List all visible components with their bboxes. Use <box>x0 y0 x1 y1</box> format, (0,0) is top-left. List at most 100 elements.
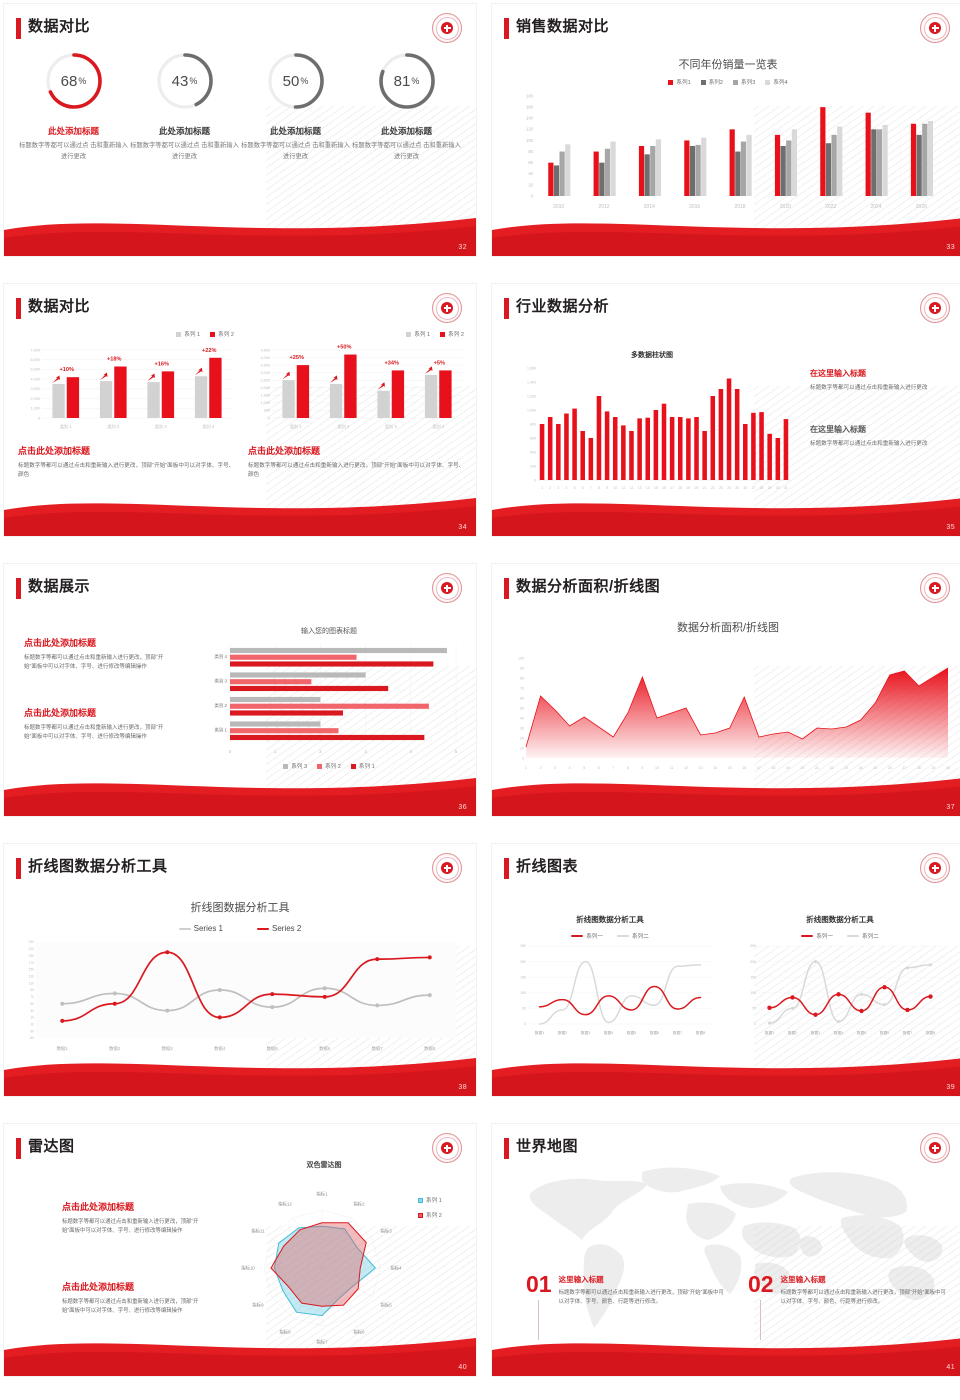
svg-text:12: 12 <box>630 486 634 490</box>
chart-legend: 系列 1 系列 2 <box>124 330 234 338</box>
company-seal-logo <box>432 13 462 43</box>
sidebar-body: 标题数字等都可以通过点击和重新输入进行更改 <box>810 441 928 447</box>
svg-text:20: 20 <box>695 486 699 490</box>
svg-text:150: 150 <box>520 975 526 979</box>
svg-text:1: 1 <box>274 749 277 754</box>
svg-text:100: 100 <box>750 991 756 995</box>
donut-description: 标题数字等都可以通过点 击和重新输入进行更改 <box>241 142 350 160</box>
svg-text:数据1: 数据1 <box>765 1030 774 1035</box>
legend-label: 系列 2 <box>448 332 464 338</box>
title-accent-bar <box>16 1138 21 1159</box>
svg-text:0: 0 <box>38 416 40 420</box>
svg-text:0: 0 <box>754 1022 756 1026</box>
page-title: 折线图表 <box>516 858 579 875</box>
percent-sign: % <box>78 76 87 86</box>
svg-text:-10: -10 <box>29 1022 34 1026</box>
slide-thumbnail-33[interactable]: 销售数据对比 不同年份销量一览表 系列1 系列2 系列3 系列4 0 20 40 60… <box>492 4 960 256</box>
legend-item: 系列二 <box>847 932 879 940</box>
svg-text:20: 20 <box>528 182 533 187</box>
slide-thumbnail-35[interactable]: 行业数据分析 多数据柱状图 0 200 400 600 800 1,000 1,200 1,4… <box>492 284 960 536</box>
svg-text:14: 14 <box>713 766 717 770</box>
chart-legend: 系列 3 系列 2 系列 1 <box>194 762 464 770</box>
svg-text:指标1: 指标1 <box>316 1191 328 1198</box>
multi-bar-chart: 0 200 400 600 800 1,000 1,200 1,400 1,600 1 2 3 4 5 6 7… <box>514 364 794 494</box>
donut-chart: 68% <box>43 50 105 112</box>
page-number: 39 <box>946 1084 955 1091</box>
legend-label: 系列 1 <box>358 764 375 770</box>
svg-text:30: 30 <box>776 486 780 490</box>
svg-text:500: 500 <box>264 409 270 413</box>
company-seal-logo <box>920 853 950 883</box>
svg-text:50: 50 <box>520 706 524 710</box>
title-accent-bar <box>504 1138 509 1159</box>
svg-text:+50%: +50% <box>337 345 351 351</box>
slide-header: 数据对比 <box>4 293 476 323</box>
slide-thumbnail-40[interactable]: 雷达图 点击此处添加标题 标题数字等都可以通过点击和重新输入进行更改，顶部“开始… <box>4 1124 476 1376</box>
svg-text:4: 4 <box>410 749 413 754</box>
chart-title: 输入您的图表标题 <box>301 628 357 635</box>
svg-text:1,000: 1,000 <box>30 407 40 411</box>
svg-text:70: 70 <box>520 686 524 690</box>
svg-text:50: 50 <box>752 1007 756 1011</box>
donut-value: 81 <box>393 72 411 90</box>
item-number: 02 <box>748 1271 774 1297</box>
numbered-item-01[interactable]: 01 这里输入标题 标题数字等都可以通过点击和重新输入进行更改，顶部“开始”面板… <box>526 1273 726 1340</box>
footer-wave <box>4 1058 476 1096</box>
numbered-item-02[interactable]: 02 这里输入标题 标题数字等都可以通过点击和重新输入进行更改，顶部“开始”面板… <box>748 1271 948 1340</box>
svg-text:数据8: 数据8 <box>926 1030 935 1035</box>
donut-stat-item[interactable]: 43% 此处添加标题 标题数字等都可以通过点 击和重新输入进行更改 <box>129 50 240 162</box>
svg-text:6,000: 6,000 <box>30 358 40 362</box>
slide-thumbnail-36[interactable]: 数据展示 点击此处添加标题 标题数字等都可以通过点击和重新输入进行更改，顶部“开… <box>4 564 476 816</box>
svg-text:指标4: 指标4 <box>390 1265 402 1272</box>
svg-text:2014: 2014 <box>644 204 655 210</box>
slide-thumbnail-32[interactable]: 数据对比 68% 此处添加标题 标题数字等都可以通过点 击和重新输入进行更改 <box>4 4 476 256</box>
chart-legend: 系列 1 系列 2 <box>354 330 464 338</box>
donut-title: 此处添加标题 <box>269 126 321 136</box>
svg-text:2: 2 <box>540 766 542 770</box>
title-accent-bar <box>504 858 509 879</box>
section-body: 标题数字等都可以通过点击和重新输入进行更改，顶部“开始”面板中可以对字体、字号、… <box>24 655 164 671</box>
slide-thumbnail-38[interactable]: 折线图数据分析工具 折线图数据分析工具 Series 1 Series 2 -5… <box>4 844 476 1096</box>
comparison-bar-chart-left: 0 1,000 2,000 3,000 4,000 5,000 6,000 7,000 类别 1… <box>18 340 236 432</box>
svg-text:类别 2: 类别 2 <box>215 702 228 709</box>
slide-thumbnail-34[interactable]: 数据对比 系列 1 系列 2 0 1,000 2,000 3,000 4,000 5,00… <box>4 284 476 536</box>
page-number: 35 <box>946 524 955 531</box>
page-number: 33 <box>946 244 955 251</box>
legend-item: Series 1 <box>178 924 223 933</box>
svg-text:3: 3 <box>364 749 367 754</box>
slide-header: 数据展示 <box>4 573 476 603</box>
legend-label: 系列 2 <box>426 1213 442 1219</box>
svg-text:2026: 2026 <box>916 204 927 210</box>
svg-text:类别 3: 类别 3 <box>155 423 168 430</box>
svg-text:20: 20 <box>801 766 805 770</box>
donut-stat-item[interactable]: 68% 此处添加标题 标题数字等都可以通过点 击和重新输入进行更改 <box>18 50 129 162</box>
svg-text:数据6: 数据6 <box>880 1030 889 1035</box>
svg-text:80: 80 <box>528 149 533 154</box>
section-heading: 点击此处添加标题 <box>248 446 321 456</box>
donut-stat-item[interactable]: 81% 此处添加标题 标题数字等都可以通过点 击和重新输入进行更改 <box>351 50 462 162</box>
svg-text:26: 26 <box>888 766 892 770</box>
svg-text:50: 50 <box>30 1002 34 1006</box>
legend-label: 系列3 <box>741 80 756 86</box>
comparison-bar-chart-right: 0 500 1,000 1,500 2,000 2,500 3,000 3,500 4,000 4… <box>248 340 466 432</box>
legend-label: 系列 1 <box>414 332 431 338</box>
svg-text:27: 27 <box>752 486 756 490</box>
slide-thumbnail-37[interactable]: 数据分析面积/折线图 数据分析面积/折线图 0 10 20 30 40 50 60 70 80 9… <box>492 564 960 816</box>
legend-item: 系列 2 <box>440 330 464 338</box>
footer-wave <box>4 1338 476 1376</box>
slide-thumbnail-39[interactable]: 折线图表 折线图数据分析工具 系列一 系列二 0 50 100 150 200 250 数据… <box>492 844 960 1096</box>
svg-text:2: 2 <box>319 749 322 754</box>
title-accent-bar <box>16 298 21 319</box>
donut-stat-item[interactable]: 50% 此处添加标题 标题数字等都可以通过点 击和重新输入进行更改 <box>240 50 351 162</box>
donut-value: 68 <box>60 72 78 90</box>
svg-text:24: 24 <box>859 766 863 770</box>
svg-text:29: 29 <box>768 486 772 490</box>
slide-header: 数据对比 <box>4 13 476 43</box>
left-text-block: 点击此处添加标题 标题数字等都可以通过点击和重新输入进行更改，顶部“开始”面板中… <box>18 444 236 480</box>
svg-text:1,200: 1,200 <box>527 394 536 398</box>
donut-value-wrap: 43% <box>154 50 216 112</box>
slide-thumbnail-41[interactable]: 世界地图 01 这里输入标题 标题数字等都可以通过点击和重新输入进行更改，顶部“… <box>492 1124 960 1376</box>
slide-header: 世界地图 <box>492 1133 960 1163</box>
svg-text:1: 1 <box>525 766 527 770</box>
svg-text:2,500: 2,500 <box>260 379 270 383</box>
